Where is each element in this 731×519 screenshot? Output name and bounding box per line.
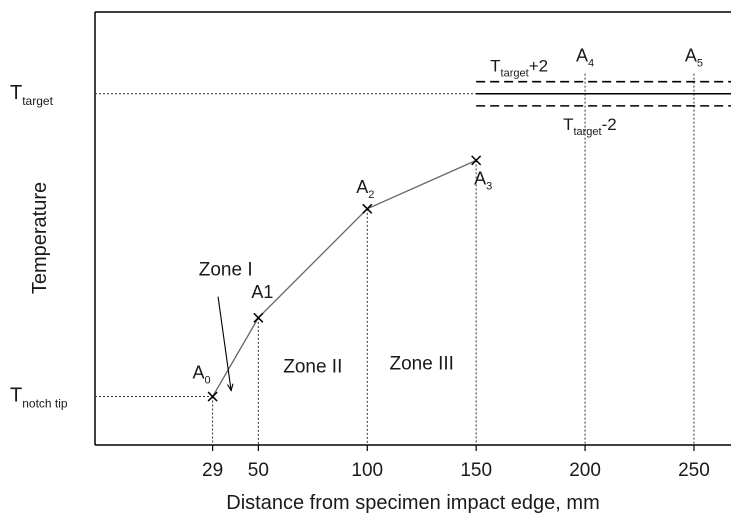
zone-label-0: Zone I	[199, 259, 253, 280]
point-label-2: A2	[356, 177, 374, 201]
zone-label-2: Zone III	[390, 353, 454, 374]
zone-pointer-arrowhead	[227, 383, 234, 392]
band-marker-label-1: A5	[685, 46, 703, 70]
annotations: A0 A1 A2 A3 A4 A5 Ttarget+2 Ttarget-2 Zone I Zone…	[192, 46, 703, 392]
data-point-mark-b-2	[362, 203, 373, 214]
data-point-mark-b-0	[207, 391, 218, 402]
y-tick-labels: Ttarget Tnotch tip	[10, 82, 68, 411]
x-tick-label-1: 50	[248, 460, 269, 481]
target-band	[476, 80, 731, 107]
data-point-1	[253, 312, 264, 323]
band-upper-label: Ttarget+2	[490, 57, 548, 80]
band-lower-label: Ttarget-2	[563, 115, 617, 138]
x-tick-labels: 29 50 100 150 200 250	[202, 445, 710, 481]
axes	[94, 11, 731, 446]
guide-lines	[95, 73, 695, 445]
y-axis-label: Temperature	[29, 182, 51, 294]
x-tick-label-4: 200	[569, 460, 601, 481]
y-tick-label-1: Tnotch tip	[10, 385, 68, 411]
y-tick-label-0: Ttarget	[10, 82, 54, 108]
data-series	[207, 155, 482, 402]
data-point-mark-b-3	[471, 155, 482, 166]
data-point-2	[362, 203, 373, 214]
x-tick-label-0: 29	[202, 460, 223, 481]
data-point-0	[207, 391, 218, 402]
x-tick-label-5: 250	[678, 460, 710, 481]
zone-pointer-arrow	[217, 296, 232, 391]
data-point-mark-b-1	[253, 312, 264, 323]
data-point-3	[471, 155, 482, 166]
x-axis-label: Distance from specimen impact edge, mm	[226, 492, 599, 514]
point-label-0: A0	[192, 363, 210, 387]
point-label-3: A3	[474, 168, 492, 192]
band-marker-label-0: A4	[576, 46, 594, 70]
point-label-1: A1	[251, 282, 273, 302]
x-tick-label-3: 150	[460, 460, 492, 481]
series-line	[212, 159, 477, 397]
zone-label-1: Zone II	[283, 356, 342, 377]
x-tick-label-2: 100	[351, 460, 383, 481]
